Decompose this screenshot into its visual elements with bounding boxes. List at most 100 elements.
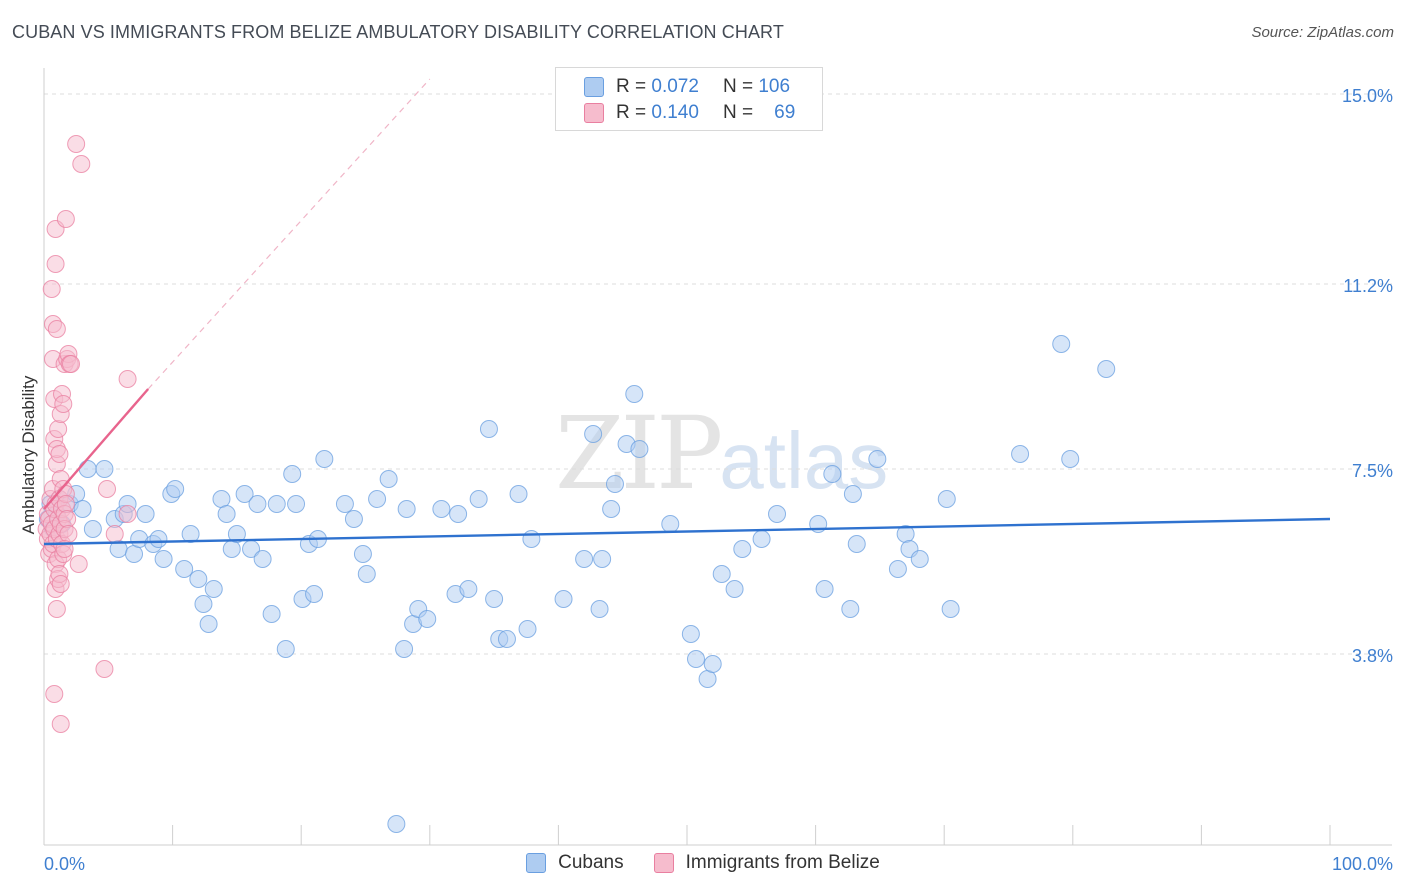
cubans-point [1061, 450, 1080, 468]
cubans-point [661, 515, 680, 533]
legend-r-label: R = [616, 76, 647, 97]
legend-r-label: R = [616, 102, 647, 123]
belize-point [47, 320, 66, 338]
y-tick-label: 11.2% [1343, 276, 1393, 296]
cubans-point [459, 580, 478, 598]
cubans-point [703, 655, 722, 673]
cubans-point [149, 530, 168, 548]
cubans-point [584, 425, 603, 443]
legend-label-belize: Immigrants from Belize [685, 852, 880, 873]
cubans-point [276, 640, 295, 658]
belize-point [95, 660, 114, 678]
belize-point [72, 155, 91, 173]
belize-point [105, 525, 124, 543]
belize-trend-line [43, 388, 150, 510]
watermark: ZIPatlas [555, 395, 888, 512]
cubans-point [823, 465, 842, 483]
cubans-trend-line [43, 517, 1331, 546]
cubans-point [248, 495, 267, 513]
cubans-point [868, 450, 887, 468]
cubans-point [387, 815, 406, 833]
legend-n-value: 106 [758, 76, 791, 97]
series-legend: Cubans Immigrants from Belize [0, 852, 1406, 874]
cubans-point [353, 545, 372, 563]
cubans-point [843, 485, 862, 503]
cubans-point [815, 580, 834, 598]
cubans-point [397, 500, 416, 518]
cubans-point [1097, 360, 1116, 378]
cubans-point [605, 475, 624, 493]
cubans-point [712, 565, 731, 583]
cubans-point [449, 505, 468, 523]
cubans-point [222, 540, 241, 558]
cubans-point [497, 630, 516, 648]
belize-point [62, 355, 81, 373]
belize-point [118, 505, 137, 523]
cubans-point [125, 545, 144, 563]
legend-swatch-pink [584, 103, 604, 123]
legend-label-cubans: Cubans [558, 852, 624, 873]
cubans-point [593, 550, 612, 568]
cubans-point [395, 640, 414, 658]
cubans-point [752, 530, 771, 548]
chart-title: CUBAN VS IMMIGRANTS FROM BELIZE AMBULATO… [12, 22, 784, 42]
legend-row-cubans: R = 0.072 N = 106 [584, 75, 790, 99]
belize-point [51, 575, 70, 593]
cubans-point [841, 600, 860, 618]
cubans-point [590, 600, 609, 618]
belize-point [42, 280, 61, 298]
cubans-point [910, 550, 929, 568]
cubans-point [379, 470, 398, 488]
legend-r-value: 0.072 [651, 76, 699, 97]
cubans-point [847, 535, 866, 553]
legend-item-belize[interactable]: Immigrants from Belize [653, 852, 880, 874]
cubans-point [189, 570, 208, 588]
cubans-point [204, 580, 223, 598]
legend-swatch-pink [653, 853, 674, 873]
cubans-point [1052, 335, 1071, 353]
cubans-point [485, 590, 504, 608]
cubans-point [469, 490, 488, 508]
cubans-point [283, 465, 302, 483]
cubans-point [575, 550, 594, 568]
y-tick-label: 3.8% [1352, 646, 1393, 666]
cubans-point [199, 615, 218, 633]
legend-row-belize: R = 0.140 N = 69 [584, 101, 795, 125]
cubans-point [357, 565, 376, 583]
belize-point [118, 370, 137, 388]
x-tick-label: 100.0% [1332, 854, 1393, 874]
belize-trend-extension [147, 78, 431, 390]
cubans-point [217, 505, 236, 523]
x-tick-label: 0.0% [44, 854, 85, 874]
y-tick-label: 15.0% [1342, 86, 1393, 106]
y-axis-label: Ambulatory Disability [19, 375, 38, 534]
cubans-point [267, 495, 286, 513]
belize-point [56, 210, 75, 228]
legend-n-label: N = [722, 102, 754, 123]
cubans-point [181, 525, 200, 543]
cubans-point [262, 605, 281, 623]
cubans-point [698, 670, 717, 688]
legend-swatch-blue [526, 853, 547, 873]
cubans-point [432, 500, 451, 518]
cubans-point [344, 510, 363, 528]
legend-item-cubans[interactable]: Cubans [526, 852, 624, 874]
legend-n-label: N = [722, 76, 754, 97]
cubans-point [154, 550, 173, 568]
cubans-point [554, 590, 573, 608]
belize-point [54, 395, 73, 413]
cubans-point [602, 500, 621, 518]
cubans-point [95, 460, 114, 478]
cubans-point [625, 385, 644, 403]
correlation-legend: R = 0.072 N = 106 R = 0.140 N = 69 [555, 67, 823, 131]
belize-point [69, 555, 88, 573]
belize-point [47, 600, 66, 618]
cubans-point [194, 595, 213, 613]
cubans-point [78, 460, 97, 478]
cubans-point [166, 480, 185, 498]
cubans-point [418, 610, 437, 628]
y-tick-label: 7.5% [1352, 461, 1393, 481]
cubans-point [768, 505, 787, 523]
source-label: Source: ZipAtlas.com [1251, 24, 1394, 41]
